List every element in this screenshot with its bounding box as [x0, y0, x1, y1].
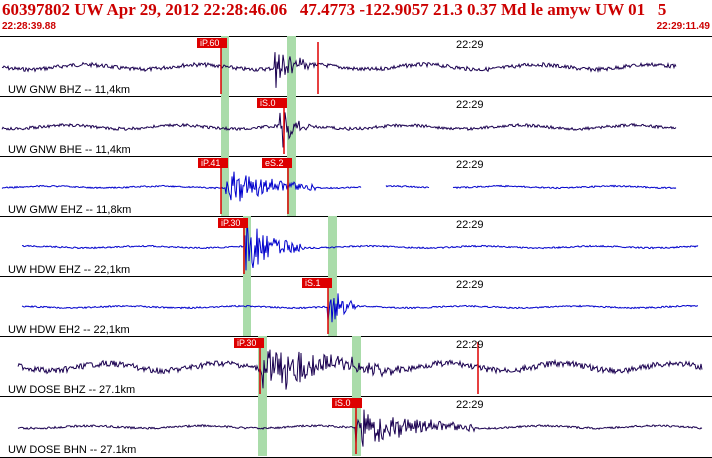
end-time: 22:29:11.49 — [656, 21, 710, 32]
pick-window — [258, 396, 267, 456]
waveform-trace — [17, 409, 703, 447]
station-label: UW GNW BHE -- 11,4km — [8, 144, 131, 156]
pick-label: iP.30 — [237, 338, 256, 348]
pick-window — [287, 96, 296, 156]
time-mark: 22:29 — [456, 219, 484, 231]
waveform-trace — [1, 171, 677, 202]
pick-label-bg — [234, 338, 264, 348]
time-mark: 22:29 — [456, 99, 484, 111]
waveform-trace — [21, 293, 699, 323]
trace-panel[interactable]: iS.0 22:29 UW GNW BHE -- 11,4km — [0, 96, 712, 156]
pick-window — [352, 336, 361, 396]
pick-window — [243, 216, 251, 276]
time-mark: 22:29 — [456, 399, 484, 411]
pick-label-bg — [257, 98, 287, 108]
pick-label-bg — [197, 38, 227, 48]
pick-window — [258, 336, 267, 396]
waveform-trace — [1, 112, 677, 148]
pick-label-bg — [198, 158, 228, 168]
waveform-trace — [17, 349, 703, 390]
trace-panel[interactable]: iS.0 22:29 UW DOSE BHN -- 27.1km — [0, 396, 712, 456]
pick-label: eS.2 — [265, 158, 284, 168]
trace-panel[interactable]: iP.60 22:29 UW GNW BHZ -- 11,4km — [0, 36, 712, 96]
trace-panel[interactable]: iP.30 22:29 UW HDW EHZ -- 22,1km — [0, 216, 712, 276]
pick-label-bg — [218, 218, 248, 228]
station-label: UW DOSE BHN -- 27.1km — [8, 444, 136, 456]
station-label: UW HDW EHZ -- 22,1km — [8, 264, 130, 276]
pick-window — [328, 276, 337, 336]
pick-window — [221, 96, 229, 156]
time-mark: 22:29 — [456, 159, 484, 171]
trace-panel[interactable]: iS.1 22:29 UW HDW EH2 -- 22,1km — [0, 276, 712, 336]
waveform-trace — [1, 52, 677, 88]
waveform-trace — [21, 219, 699, 271]
station-label: UW HDW EH2 -- 22,1km — [8, 324, 130, 336]
pick-window — [221, 156, 229, 216]
pick-label: iS.0 — [335, 398, 351, 408]
pick-label-bg — [332, 398, 362, 408]
start-time: 22:28:39.88 — [2, 21, 56, 32]
station-label: UW GNW BHZ -- 11,4km — [8, 84, 130, 96]
pick-label: iP.30 — [221, 218, 240, 228]
pick-label: iS.1 — [305, 278, 321, 288]
station-label: UW GMW EHZ -- 11,8km — [8, 204, 131, 216]
pick-label-bg — [262, 158, 292, 168]
pick-label: iS.0 — [260, 98, 276, 108]
pick-label: iP.60 — [200, 38, 219, 48]
trace-panel[interactable]: iP.30 22:29 UW DOSE BHZ -- 27.1km — [0, 336, 712, 396]
event-header: 60397802 UW Apr 29, 2012 22:28:46.06 47.… — [0, 0, 712, 36]
time-mark: 22:29 — [456, 39, 484, 51]
trace-panel[interactable]: iP.41 eS.2 22:29 UW GMW EHZ -- 11,8km — [0, 156, 712, 216]
pick-window — [328, 216, 337, 276]
seismogram-panel[interactable]: iP.60 22:29 UW GNW BHZ -- 11,4km iS.0 22:29 U… — [0, 36, 712, 458]
station-label: UW DOSE BHZ -- 27.1km — [8, 384, 135, 396]
event-title: 60397802 UW Apr 29, 2012 22:28:46.06 47.… — [2, 0, 667, 19]
pick-label: iP.41 — [201, 158, 220, 168]
time-mark: 22:29 — [456, 339, 484, 351]
time-mark: 22:29 — [456, 279, 484, 291]
pick-label-bg — [302, 278, 332, 288]
